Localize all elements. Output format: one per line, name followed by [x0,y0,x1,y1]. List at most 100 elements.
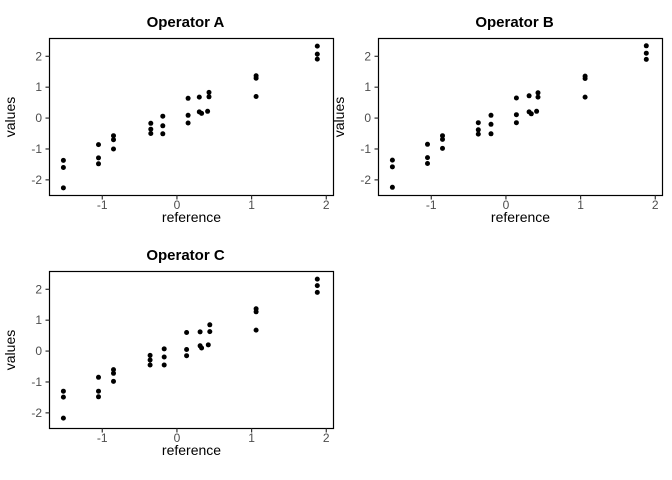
y-tick-label: 0 [35,344,42,358]
y-tick-label: -1 [360,142,371,156]
plot-panel [48,270,335,430]
x-tick-label: 1 [248,431,255,445]
data-point [389,164,395,170]
data-point [111,370,116,376]
data-point [488,112,494,118]
data-point [535,90,541,96]
data-point [314,56,320,62]
data-point [60,388,66,394]
data-point [96,161,101,167]
y-axis: -2 -1 0 1 2 [31,49,50,187]
chart-operator-b: Operator B -1 0 1 2 -2 -1 0 1 2 reference values [331,14,664,225]
y-axis: -2 -1 0 1 2 [360,49,379,187]
y-tick-label: 1 [35,80,42,94]
data-point [207,329,213,335]
data-points [60,276,320,421]
data-point [389,157,395,163]
y-tick-label: 0 [35,111,42,125]
plot-panel [377,37,664,197]
data-point [206,94,212,100]
x-tick-label: 0 [174,431,181,445]
data-point [513,95,519,101]
data-point [534,108,540,114]
y-tick-label: -1 [31,375,42,389]
data-point [488,121,494,127]
data-point [148,126,154,132]
data-point [475,120,481,126]
data-point [513,112,519,118]
data-point [206,89,212,95]
data-point [314,51,320,57]
data-point [161,346,167,352]
data-point [185,95,191,101]
x-axis: -1 0 1 2 [97,195,330,212]
data-point [253,309,259,315]
data-points [389,43,649,190]
data-point [253,75,259,81]
data-point [440,136,445,142]
data-point [205,108,211,114]
data-point [582,94,588,100]
data-point [60,185,66,191]
data-point [184,353,190,359]
data-point [60,165,66,170]
data-point [96,388,101,394]
data-point [440,145,445,151]
y-tick-label: 0 [364,111,371,125]
data-point [199,345,205,351]
data-point [314,276,320,282]
x-tick-label: -1 [97,198,108,212]
data-point [161,354,167,360]
data-point [160,123,166,129]
chart-operator-c: Operator C -1 0 1 2 -2 -1 0 1 2 reference values [2,247,335,458]
data-points [60,43,320,191]
data-point [60,415,66,421]
x-tick-label: 2 [323,431,330,445]
x-axis-title: reference [491,209,550,225]
data-point [96,155,101,161]
data-point [111,133,116,139]
data-point [440,133,445,139]
chart-operator-a: Operator A -1 0 1 2 -2 -1 0 1 2 reference values [2,14,335,225]
x-axis: -1 0 1 2 [426,195,659,212]
x-tick-label: 2 [323,198,330,212]
data-point [425,141,430,147]
data-point [199,110,205,116]
data-point [314,283,320,289]
data-point [205,342,211,348]
data-point [526,93,532,99]
data-point [196,94,202,100]
x-axis: -1 0 1 2 [97,428,330,445]
data-point [184,347,190,352]
data-point [314,289,320,295]
data-point [148,120,154,126]
data-point [148,131,154,136]
data-point [582,76,588,81]
data-point [96,374,101,380]
x-axis-title: reference [162,209,221,225]
y-axis-title: values [2,330,18,370]
data-point [314,43,320,49]
data-point [185,120,191,126]
y-tick-label: 2 [364,49,371,63]
x-tick-label: -1 [97,431,108,445]
y-tick-label: 2 [35,49,42,63]
data-point [643,43,649,49]
data-point [147,352,153,358]
x-tick-label: 2 [652,198,659,212]
data-point [111,367,116,373]
data-point [389,184,395,190]
plot-panel [48,37,335,197]
data-point [197,329,203,335]
data-point [111,137,116,143]
data-point [185,112,191,118]
y-axis-title: values [2,97,18,137]
data-point [161,362,167,368]
data-point [528,111,534,117]
x-tick-label: 0 [503,198,510,212]
chart-title: Operator C [146,247,225,264]
y-tick-label: -2 [360,173,371,187]
data-point [160,131,166,137]
y-tick-label: 1 [364,80,371,94]
